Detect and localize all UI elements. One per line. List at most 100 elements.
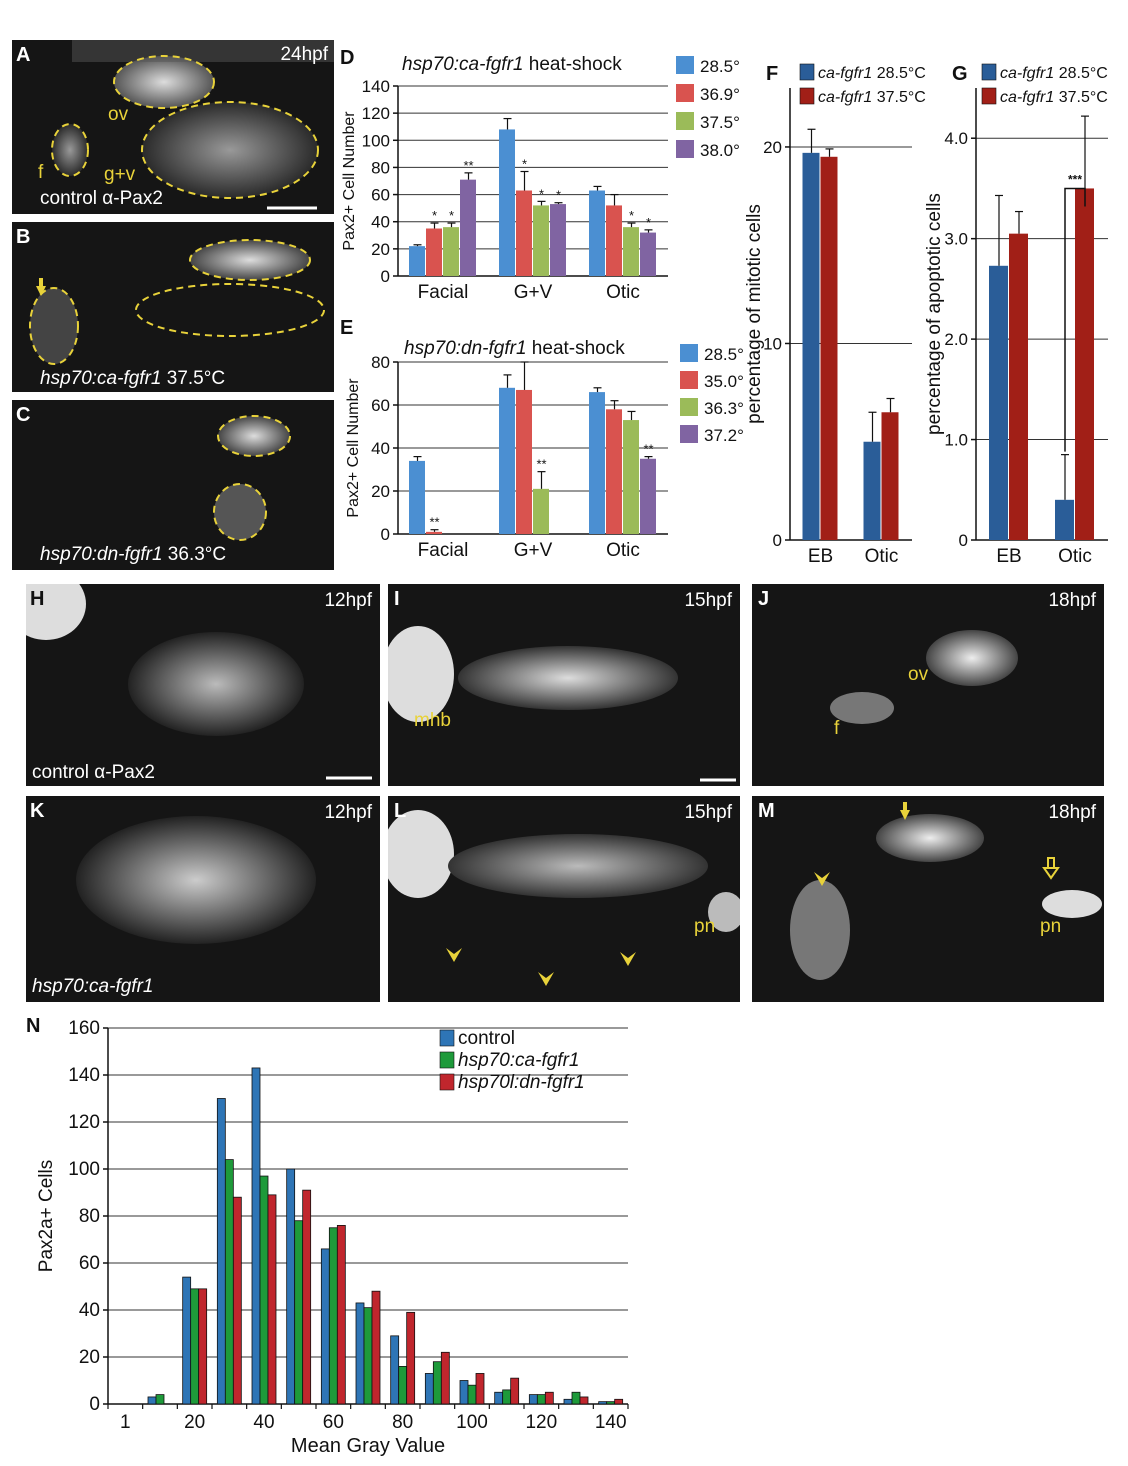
legend-swatch — [680, 425, 698, 443]
x-tick-label: 1 — [120, 1412, 131, 1433]
timepoint-label: 15hpf — [684, 802, 732, 823]
micrograph-m-art — [790, 802, 1102, 980]
image-caption: hsp70:ca-fgfr1 37.5°C — [40, 368, 225, 390]
timepoint-label: 12hpf — [324, 590, 372, 611]
chart-f: F 0 10 20 percentage of mitotic cells EB Otic c… — [744, 63, 926, 567]
panel-letter: B — [16, 226, 31, 248]
y-tick-label: 60 — [371, 396, 390, 415]
x-tick-label: 40 — [253, 1412, 274, 1433]
y-axis-label: Pax2+ Cell Number — [341, 111, 358, 251]
caption-temp: 36.3°C — [162, 544, 227, 565]
micrograph-j: J 18hpf ov f — [752, 584, 1104, 786]
chart-g: G 0 1.0 2.0 3.0 4.0 percentage of apoptotic ce… — [924, 63, 1108, 567]
legend-swatch — [676, 56, 694, 74]
legend-swatch — [981, 63, 997, 81]
significance-bracket — [1064, 187, 1086, 452]
legend-label: hsp70:ca-fgfr1 — [458, 1050, 579, 1071]
bar — [198, 1288, 208, 1405]
significance-mark: * — [629, 208, 634, 223]
pn-label: pn — [1040, 916, 1062, 937]
bar — [190, 1288, 200, 1405]
bar — [606, 1401, 616, 1405]
micrograph-a: A 24hpf ov g+v f control α-Pax2 — [12, 40, 334, 214]
panel-letter: N — [26, 1015, 40, 1037]
bar — [1055, 499, 1074, 540]
legend-swatch — [439, 1073, 455, 1091]
bar — [494, 1391, 504, 1405]
panel-letter: J — [758, 588, 770, 610]
legend-label: hsp70l:dn-fgfr1 — [458, 1072, 585, 1093]
significance-mark: ** — [463, 158, 473, 173]
mhb-label: mhb — [414, 710, 451, 731]
bar — [355, 1302, 365, 1405]
y-tick-label: 20 — [79, 1347, 100, 1368]
image-caption: hsp70:ca-fgfr1 — [32, 976, 153, 998]
legend-swatch — [676, 84, 694, 102]
legend-label: 37.5° — [700, 113, 740, 132]
bar — [328, 1227, 338, 1405]
caption-temp: 37.5°C — [161, 368, 226, 389]
y-tick-label: 0 — [773, 531, 782, 550]
bar — [528, 1394, 538, 1405]
panel-letter: E — [340, 317, 353, 339]
legend-label: 35.0° — [704, 372, 744, 391]
bar — [390, 1335, 400, 1405]
caption-genotype: hsp70:dn-fgfr1 — [40, 544, 163, 565]
x-tick-label: Otic — [1058, 546, 1092, 567]
bar — [182, 1276, 192, 1405]
f-label: f — [38, 162, 44, 183]
significance-mark: * — [522, 157, 527, 172]
y-tick-label: 100 — [362, 131, 390, 150]
legend-label: control — [458, 1028, 515, 1049]
micrograph-c: C hsp70:dn-fgfr1 36.3°C — [12, 400, 334, 570]
y-tick-label: 1.0 — [944, 431, 968, 450]
bar — [475, 1373, 485, 1405]
bar — [544, 1391, 554, 1405]
timepoint-label: 12hpf — [324, 802, 372, 823]
chart-e: E 0 20 40 60 80 Pax2+ Cell Number hsp70:dn-fgfr… — [340, 317, 744, 561]
timepoint-label: 15hpf — [684, 590, 732, 611]
micrograph-a-art — [51, 40, 334, 210]
bar — [409, 246, 425, 276]
image-caption: control α-Pax2 — [32, 762, 155, 783]
bar — [989, 265, 1008, 540]
y-tick-label: 40 — [79, 1300, 100, 1321]
bar — [267, 1194, 277, 1405]
y-tick-label: 80 — [371, 353, 390, 372]
bar — [320, 1248, 330, 1405]
pn-label: pn — [694, 916, 716, 937]
x-tick-label: Otic — [606, 540, 640, 561]
y-tick-label: 20 — [371, 482, 390, 501]
y-tick-label: 0 — [381, 267, 390, 286]
x-tick-label: 100 — [456, 1412, 488, 1433]
bar — [802, 152, 820, 540]
y-tick-label: 120 — [68, 1112, 100, 1133]
bar — [579, 1396, 589, 1405]
panel-letter: A — [16, 44, 31, 66]
legend-swatch — [676, 140, 694, 158]
panel-letter: M — [758, 800, 775, 822]
significance-mark: ** — [643, 442, 653, 457]
bar — [224, 1159, 234, 1405]
bar — [536, 1394, 546, 1405]
panel-letter: C — [16, 404, 31, 426]
gv-label: g+v — [104, 164, 136, 185]
significance-mark: * — [449, 208, 454, 223]
x-tick-label: 60 — [323, 1412, 344, 1433]
legend-swatch — [680, 344, 698, 362]
x-tick-label: G+V — [514, 540, 553, 561]
x-tick-label: EB — [808, 546, 833, 567]
bar — [294, 1220, 304, 1405]
legend-swatch — [676, 112, 694, 130]
x-tick-label: 20 — [184, 1412, 205, 1433]
bar — [623, 227, 639, 276]
significance-mark: * — [556, 188, 561, 203]
bar — [440, 1351, 450, 1405]
bar — [398, 1366, 408, 1405]
bar — [550, 204, 566, 276]
y-tick-label: 10 — [763, 334, 782, 353]
x-tick-label: 80 — [392, 1412, 413, 1433]
micrograph-c-art — [213, 415, 291, 541]
bar — [443, 227, 459, 276]
